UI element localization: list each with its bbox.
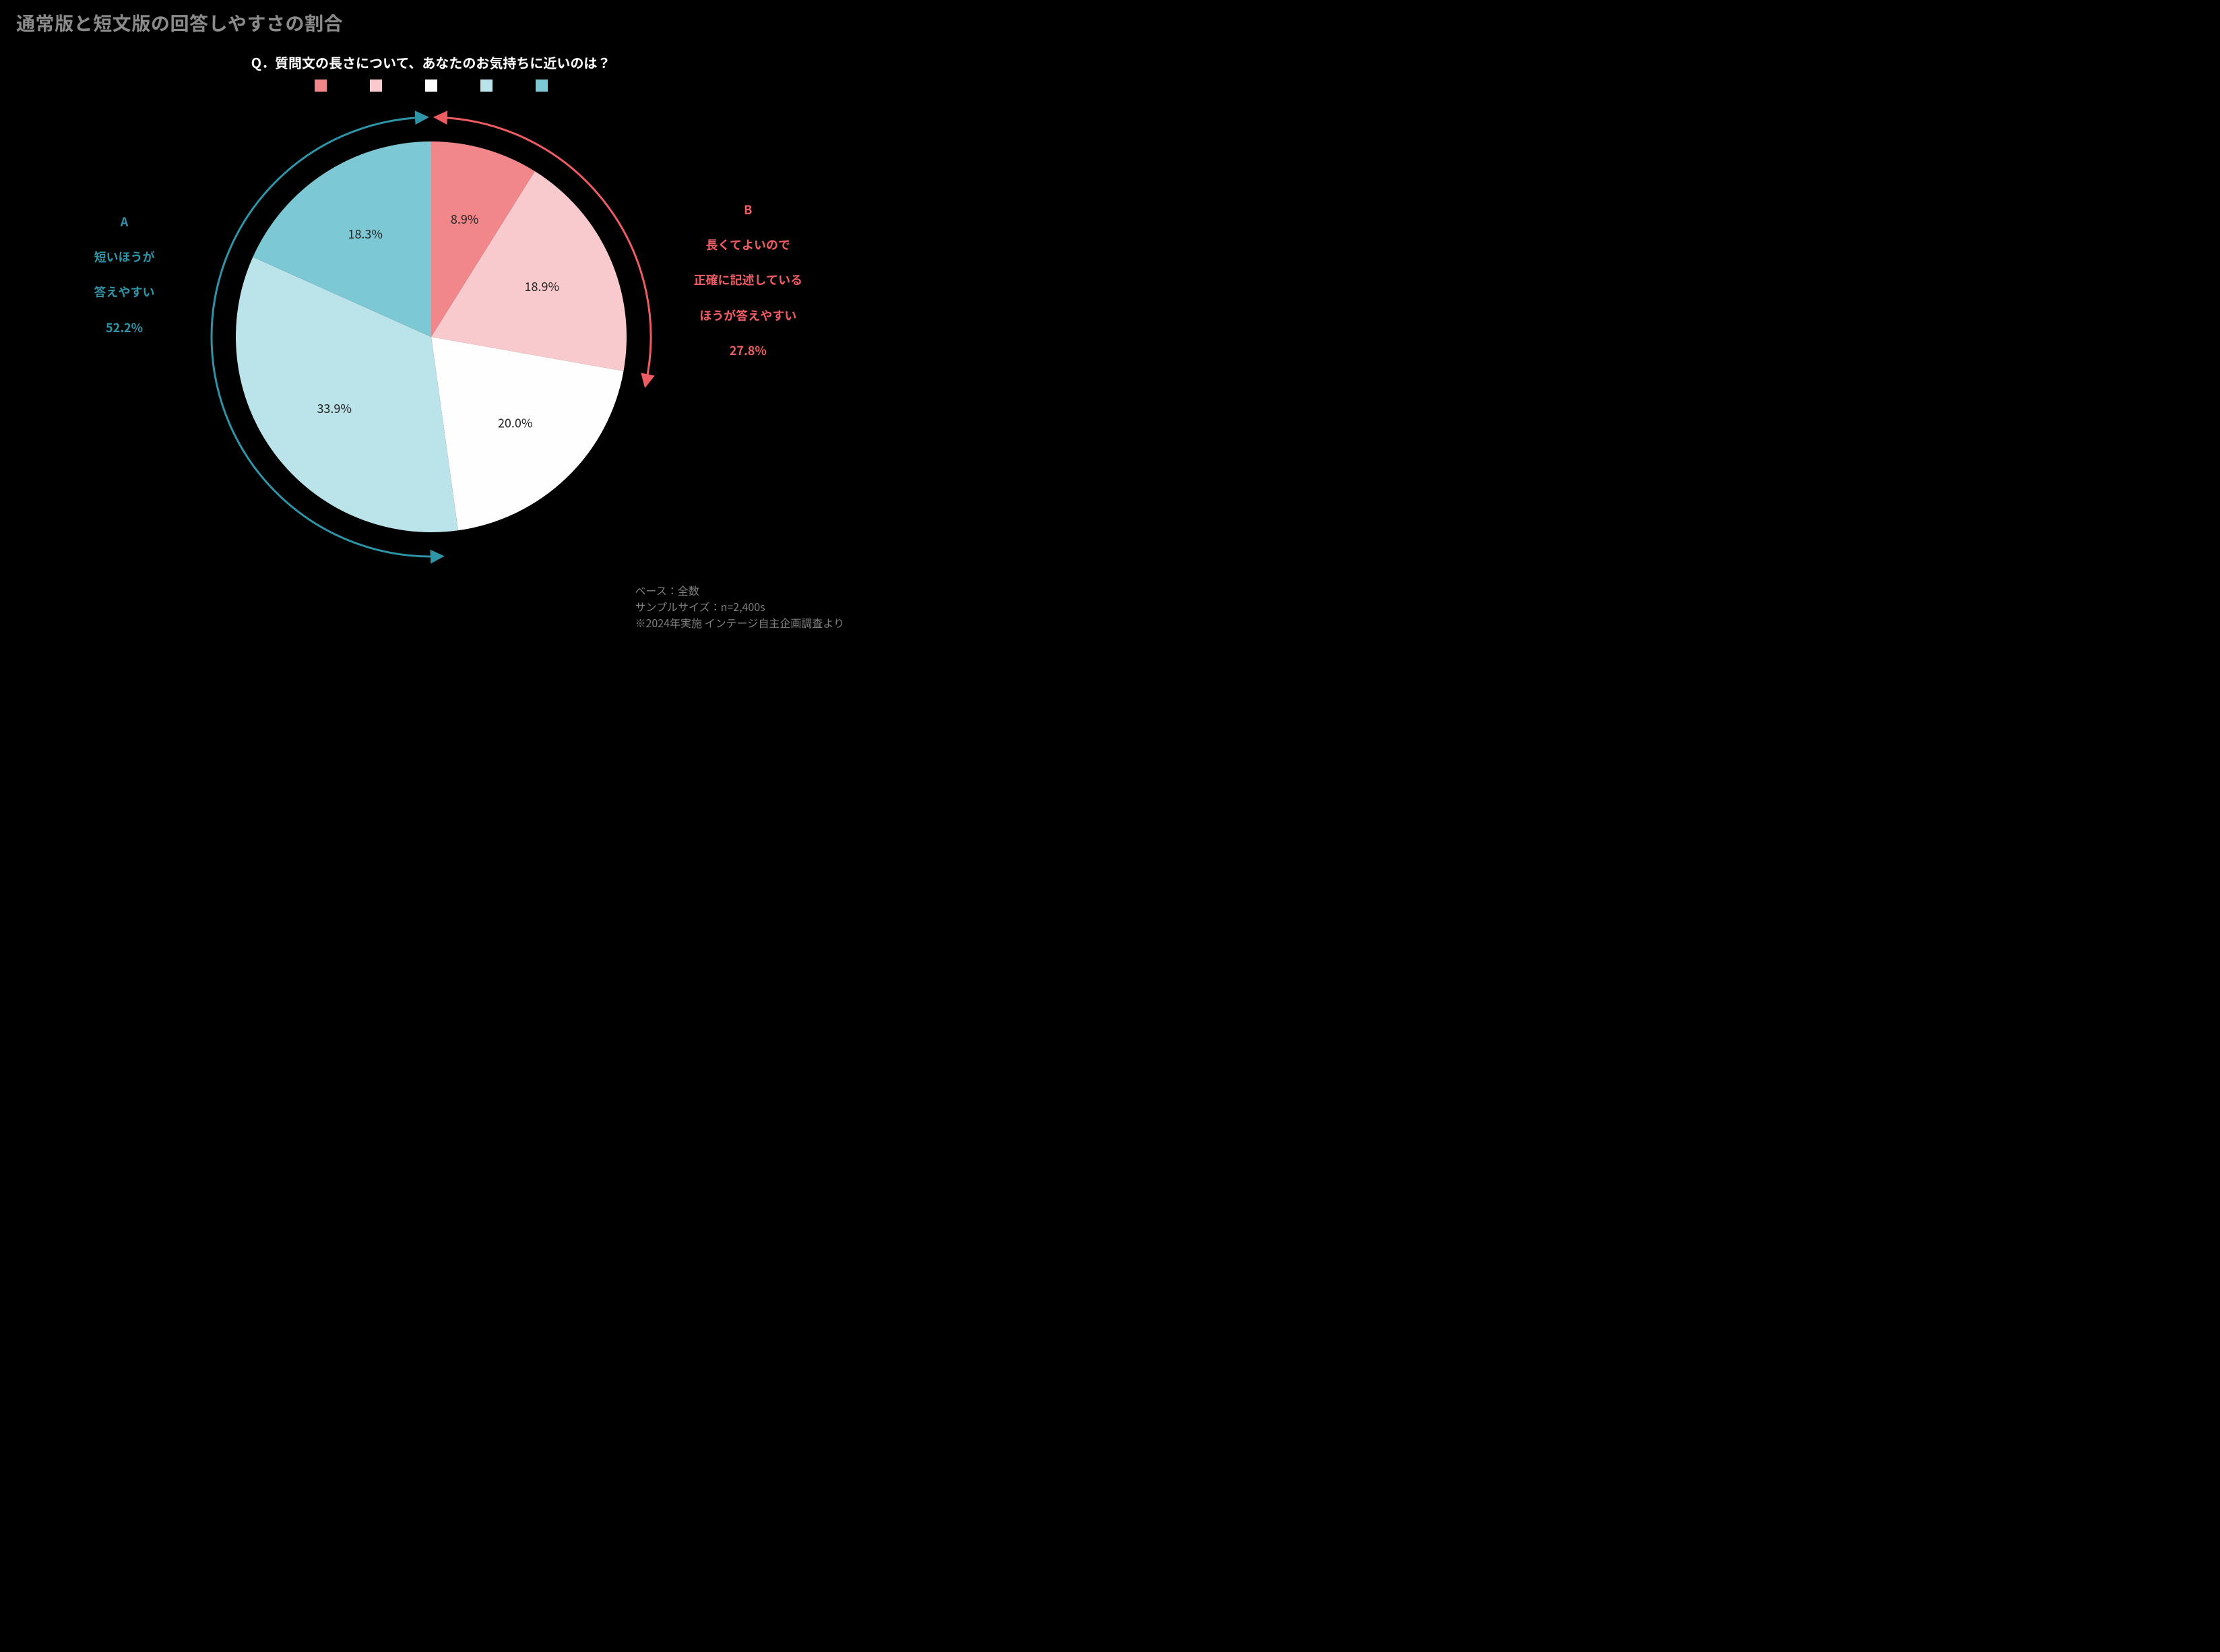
annotation-b-line2: 長くてよいので [706,236,790,253]
pie-slice-label-5: 18.3% [348,225,383,243]
footnotes: ベース：全数 サンプルサイズ：n=2,400s ※2024年実施 インテージ自主… [635,582,844,631]
pie-slice-label-3: 20.0% [497,414,532,431]
annotation-b-line3: 正確に記述している [694,271,802,288]
annotation-a-line2: 短いほうが [94,248,155,265]
annotation-b-line1: B [744,201,752,218]
footnote-1: ベース：全数 [635,582,844,598]
annotation-b-line4: ほうが答えやすい [699,307,796,324]
pie-svg: 8.9% 18.9% 20.0% 33.9% 18.3% [175,81,687,593]
page-title: 通常版と短文版の回答しやすさの割合 [16,9,343,36]
annotation-b-line5: 27.8% [730,342,767,359]
annotation-a-line1: A [121,213,129,230]
annotation-a-line3: 答えやすい [94,283,155,300]
pie-slice-label-4: 33.9% [317,400,352,417]
annotation-group-b: B 長くてよいので 正確に記述している ほうが答えやすい 27.8% [694,183,802,359]
pie-chart: 8.9% 18.9% 20.0% 33.9% 18.3% [175,81,687,593]
chart-page: 通常版と短文版の回答しやすさの割合 Q．質問文の長さについて、あなたのお気持ちに… [0,0,862,641]
pie-slice-label-2: 18.9% [524,278,559,295]
footnote-3: ※2024年実施 インテージ自主企画調査より [635,614,844,631]
annotation-a-line4: 52.2% [106,319,143,336]
pie-slice-label-1: 8.9% [450,210,478,228]
annotation-group-a: A 短いほうが 答えやすい 52.2% [94,195,155,336]
chart-question: Q．質問文の長さについて、あなたのお気持ちに近いのは？ [0,53,862,72]
footnote-2: サンプルサイズ：n=2,400s [635,598,844,614]
